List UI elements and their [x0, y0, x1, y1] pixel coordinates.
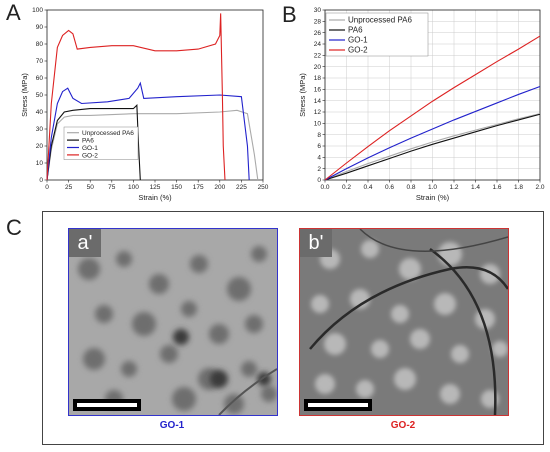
tem-caption-go1: GO-1	[159, 420, 185, 431]
tem-image-go2: b'	[299, 228, 509, 416]
y-tick-label: 2	[317, 166, 321, 173]
series-line-pa6	[46, 103, 141, 181]
legend-entry: GO-1	[348, 36, 368, 45]
x-tick-label: 250	[258, 184, 269, 191]
series-line-unprocessed-pa6	[324, 113, 541, 181]
x-tick-label: 1.6	[492, 184, 501, 191]
x-tick-label: 25	[65, 184, 73, 191]
chart-b: 0.0 0.2 0.4 0.6 0.8 1.0 1.2 1.4 1.6 1.8 2.00246810…	[298, 7, 545, 202]
x-tick-label: 2.0	[535, 184, 544, 191]
y-tick-label: 16	[314, 87, 322, 94]
y-tick-label: 20	[36, 143, 44, 150]
y-tick-label: 100	[32, 7, 43, 14]
series-line-pa6	[324, 113, 541, 181]
x-tick-label: 1.2	[449, 184, 458, 191]
y-tick-label: 0	[317, 177, 321, 184]
y-tick-label: 22	[314, 53, 322, 60]
y-tick-label: 90	[36, 24, 44, 31]
y-tick-label: 0	[39, 177, 43, 184]
series-line-go-2	[46, 13, 226, 181]
tem-tag-b: b'	[300, 229, 332, 257]
y-tick-label: 80	[36, 41, 44, 48]
tem-tag-a: a'	[69, 229, 101, 257]
y-tick-label: 14	[314, 98, 322, 105]
x-tick-label: 1.0	[428, 184, 437, 191]
y-tick-label: 30	[314, 7, 322, 14]
y-tick-label: 50	[36, 92, 44, 99]
y-tick-label: 24	[314, 41, 322, 48]
y-tick-label: 4	[317, 155, 321, 162]
x-tick-label: 225	[236, 184, 247, 191]
x-tick-label: 0.2	[342, 184, 351, 191]
panel-b-letter: B	[282, 2, 297, 27]
x-tick-label: 0	[45, 184, 49, 191]
scale-bar-go1	[73, 399, 141, 411]
y-tick-label: 10	[36, 160, 44, 167]
y-tick-label: 26	[314, 30, 322, 37]
tem-caption-go2: GO-2	[390, 420, 416, 431]
legend-entry: Unprocessed PA6	[82, 130, 134, 137]
y-tick-label: 8	[317, 132, 321, 139]
chart-a: 0 25 50 75 100 125 150 175 200 225 250 0 10 20 30 40 50 6…	[20, 7, 269, 202]
y-tick-label: 60	[36, 75, 44, 82]
panel-c-frame	[42, 211, 544, 445]
legend-entry: Unprocessed PA6	[348, 16, 412, 25]
y-tick-label: 20	[314, 64, 322, 71]
y-tick-label: 28	[314, 19, 322, 26]
x-tick-label: 150	[171, 184, 182, 191]
y-axis-label: Stress (MPa)	[298, 73, 307, 117]
x-tick-label: 0.4	[363, 184, 372, 191]
tem-image-go1: a'	[68, 228, 278, 416]
x-tick-label: 1.8	[514, 184, 523, 191]
y-tick-label: 12	[314, 109, 322, 116]
legend-entry: PA6	[82, 138, 94, 145]
y-tick-label: 18	[314, 75, 322, 82]
tem-texture-go2	[300, 229, 508, 415]
x-tick-label: 50	[87, 184, 95, 191]
x-tick-label: 175	[193, 184, 204, 191]
x-tick-label: 0.0	[320, 184, 329, 191]
panel-c-letter: C	[6, 215, 22, 240]
legend-entry: GO-2	[348, 46, 368, 55]
x-tick-label: 0.8	[406, 184, 415, 191]
x-tick-label: 0.6	[385, 184, 394, 191]
y-axis-label: Stress (MPa)	[20, 73, 29, 117]
legend-entry: GO-2	[82, 152, 98, 159]
series-line-go-2	[324, 35, 541, 181]
series-line-unprocessed-pa6	[46, 109, 259, 181]
y-tick-label: 10	[314, 121, 322, 128]
series-line-go-1	[46, 81, 250, 181]
x-tick-label: 1.4	[471, 184, 480, 191]
scale-bar-go2	[304, 399, 372, 411]
legend-entry: PA6	[348, 26, 363, 35]
panel-a-letter: A	[6, 0, 21, 25]
y-tick-label: 6	[317, 143, 321, 150]
x-tick-label: 125	[150, 184, 161, 191]
x-tick-label: 200	[214, 184, 225, 191]
x-axis-label: Strain (%)	[138, 193, 172, 202]
series-line-go-1	[324, 85, 541, 181]
y-tick-label: 40	[36, 109, 44, 116]
x-tick-label: 100	[128, 184, 139, 191]
x-tick-label: 75	[108, 184, 116, 191]
y-tick-label: 30	[36, 126, 44, 133]
legend-entry: GO-1	[82, 145, 98, 152]
x-axis-label: Strain (%)	[416, 193, 450, 202]
y-tick-label: 70	[36, 58, 44, 65]
